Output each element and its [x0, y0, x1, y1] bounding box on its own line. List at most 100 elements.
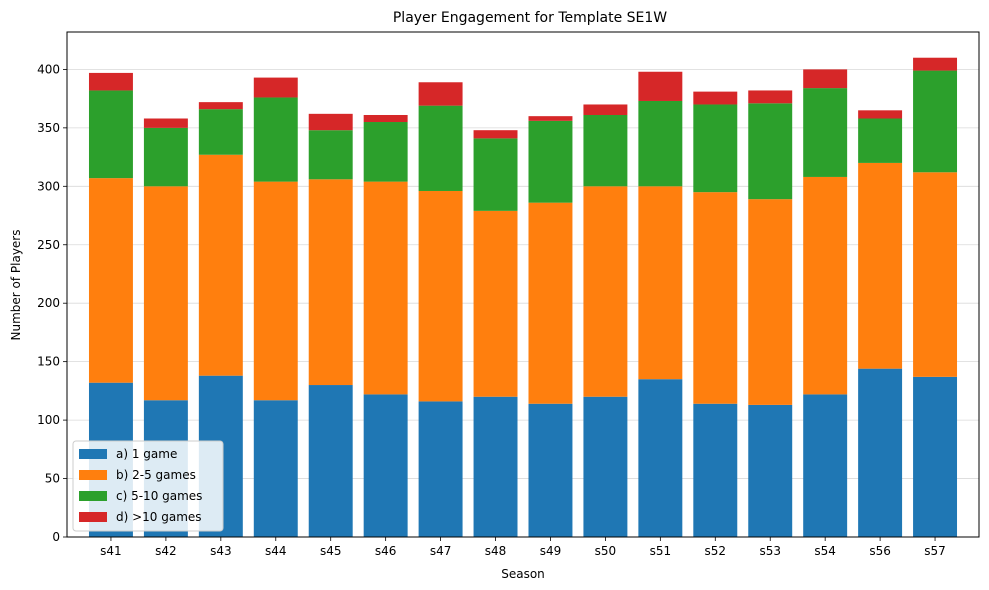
bar-segment: [308, 179, 353, 386]
bar-segment: [88, 178, 133, 383]
bar-segment: [418, 105, 463, 191]
bar-segment: [418, 82, 463, 106]
bar-segment: [913, 172, 958, 377]
bar-segment: [308, 385, 353, 537]
bar-segment: [253, 77, 298, 98]
legend: a) 1 game b) 2-5 games c) 5-10 games d) >10…: [72, 440, 224, 532]
y-tick-label: 150: [37, 355, 60, 369]
bar-segment: [198, 102, 243, 110]
y-tick-label: 50: [45, 472, 60, 486]
bar-segment: [693, 403, 738, 537]
bar-segment: [143, 186, 188, 401]
bar-segment: [198, 154, 243, 376]
bar-segment: [473, 396, 518, 537]
bar-segment: [693, 192, 738, 404]
bar-segment: [363, 122, 408, 182]
bar-segment: [693, 91, 738, 105]
legend-entry: c) 5-10 games: [116, 489, 202, 503]
y-tick-label: 300: [37, 179, 60, 193]
x-tick-label: s47: [430, 544, 452, 558]
bar-segment: [473, 210, 518, 397]
x-tick-label: s56: [869, 544, 891, 558]
x-tick-label: s54: [814, 544, 836, 558]
bar-segment: [418, 401, 463, 537]
bar-segment: [748, 404, 793, 537]
x-tick-label: s45: [320, 544, 342, 558]
legend-swatch: [79, 491, 107, 501]
bar-segment: [363, 114, 408, 123]
bar-segment: [858, 118, 903, 163]
bars: [88, 57, 958, 537]
x-axis-ticks: s41 s42 s43 s44 s45 s46 s47 s48 s49 s50 s51 s52 s53 s…: [100, 537, 946, 558]
y-tick-label: 250: [37, 238, 60, 252]
x-tick-label: s49: [540, 544, 562, 558]
bar-segment: [143, 118, 188, 128]
bar-segment: [308, 113, 353, 131]
legend-box: [72, 440, 224, 532]
bar-segment: [638, 71, 683, 101]
x-tick-label: s41: [100, 544, 122, 558]
bar-segment: [638, 186, 683, 380]
bar-segment: [528, 116, 573, 121]
bar-segment: [253, 400, 298, 537]
bar-segment: [88, 72, 133, 91]
legend-entry: d) >10 games: [116, 510, 202, 524]
x-tick-label: s52: [705, 544, 727, 558]
bar-segment: [803, 176, 848, 395]
x-tick-label: s48: [485, 544, 507, 558]
bar-segment: [308, 130, 353, 180]
y-tick-label: 400: [37, 62, 60, 76]
bar-segment: [198, 109, 243, 155]
x-tick-label: s53: [759, 544, 781, 558]
x-tick-label: s43: [210, 544, 232, 558]
bar-segment: [528, 120, 573, 203]
bar-segment: [473, 130, 518, 139]
legend-swatch: [79, 470, 107, 480]
bar-segment: [528, 202, 573, 404]
y-tick-label: 0: [52, 530, 60, 544]
bar-segment: [583, 104, 628, 115]
bar-segment: [748, 199, 793, 405]
plot-frame: [66, 31, 980, 538]
bar-segment: [748, 90, 793, 104]
bar-segment: [363, 394, 408, 537]
legend-swatch: [79, 449, 107, 459]
y-axis-ticks: 0 50 100 150 200 250 300 350 400: [37, 62, 67, 544]
bar-segment: [913, 376, 958, 537]
bar-segment: [253, 97, 298, 182]
chart-title: Player Engagement for Template SE1W: [393, 10, 667, 26]
bar-segment: [253, 181, 298, 401]
bar-segment: [803, 88, 848, 177]
x-tick-label: s44: [265, 544, 287, 558]
bar-segment: [638, 100, 683, 187]
bar-segment: [88, 90, 133, 179]
x-tick-label: s42: [155, 544, 177, 558]
legend-entry: b) 2-5 games: [116, 468, 196, 482]
x-tick-label: s50: [595, 544, 617, 558]
bar-segment: [693, 104, 738, 193]
bar-segment: [913, 57, 958, 71]
bar-segment: [473, 138, 518, 211]
x-tick-label: s46: [375, 544, 397, 558]
bar-segment: [803, 394, 848, 537]
legend-entry: a) 1 game: [116, 447, 177, 461]
bar-segment: [143, 127, 188, 187]
x-tick-label: s51: [650, 544, 672, 558]
bar-segment: [363, 181, 408, 395]
x-axis-label: Season: [501, 567, 545, 581]
bar-segment: [583, 114, 628, 187]
bar-segment: [583, 186, 628, 397]
bar-segment: [858, 368, 903, 537]
y-tick-label: 100: [37, 413, 60, 427]
x-tick-label: s57: [924, 544, 946, 558]
bar-segment: [858, 110, 903, 119]
bar-segment: [913, 70, 958, 173]
bar-segment: [858, 162, 903, 369]
y-axis-label: Number of Players: [9, 230, 23, 341]
legend-swatch: [79, 512, 107, 522]
y-tick-label: 200: [37, 296, 60, 310]
bar-segment: [748, 103, 793, 200]
y-tick-label: 350: [37, 121, 60, 135]
bar-segment: [638, 379, 683, 537]
